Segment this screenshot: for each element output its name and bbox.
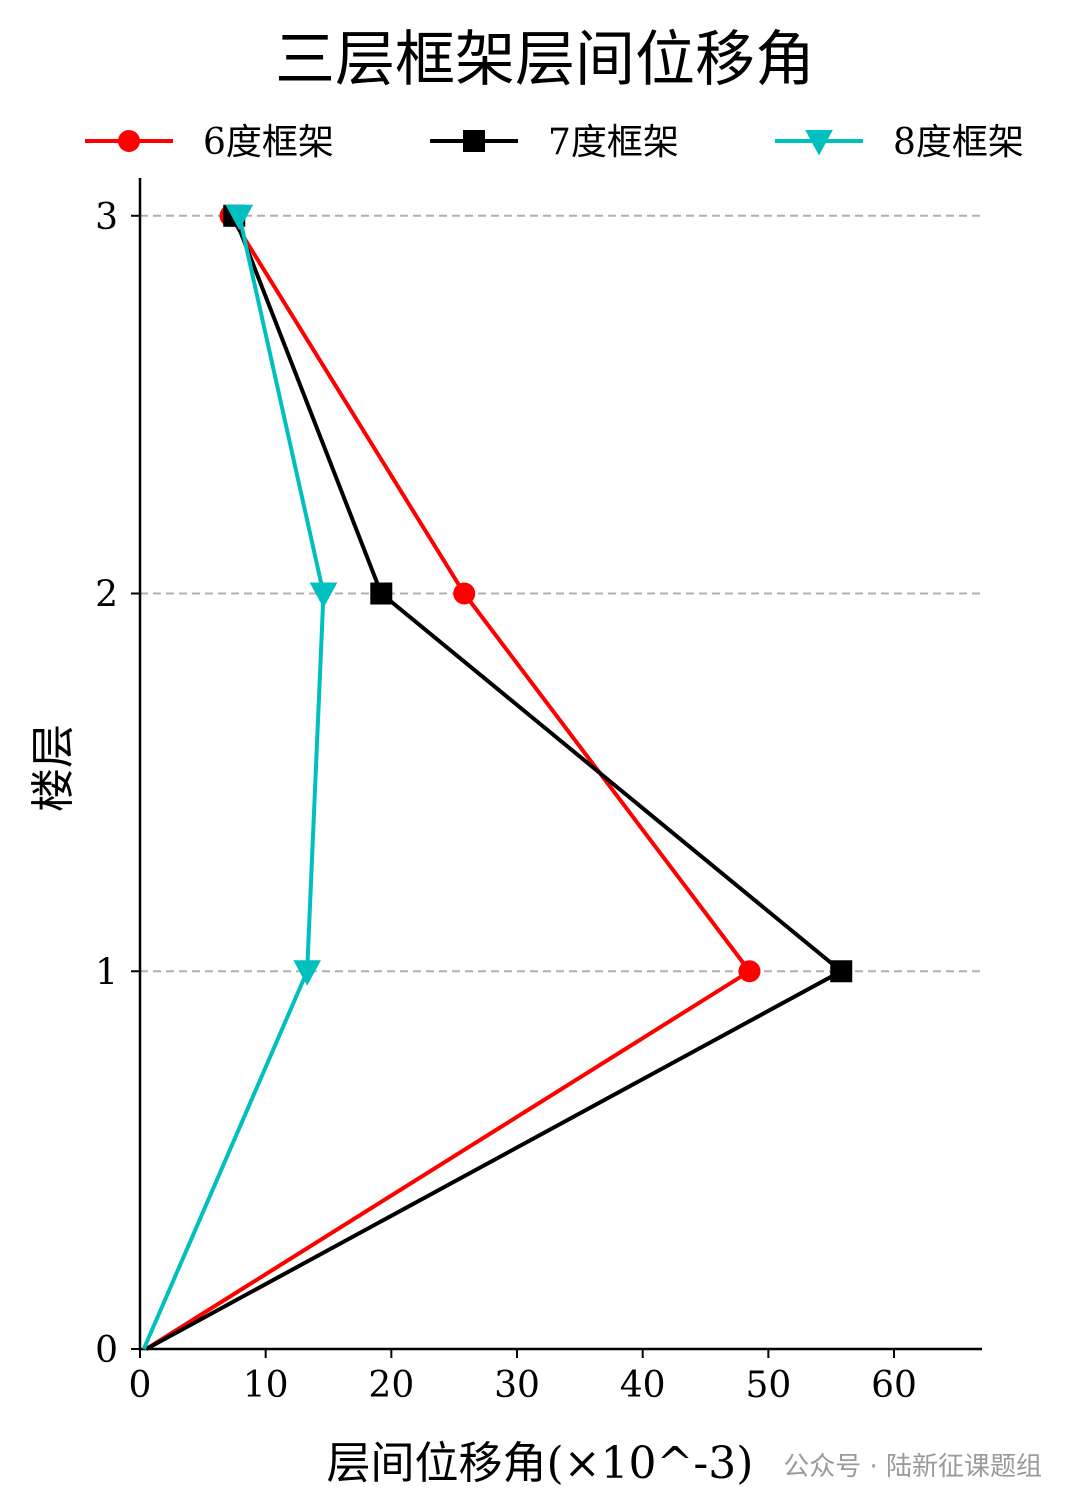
series-3-point-3	[225, 204, 254, 231]
y-tick-label-3: 3	[95, 197, 118, 238]
series-2	[145, 204, 853, 1351]
watermark-text: 公众号 · 陆新征课题组	[783, 1452, 1042, 1482]
series-3-point-2	[309, 582, 338, 609]
y-tick-label-2: 2	[95, 575, 118, 616]
chart-title: 三层框架层间位移角	[275, 25, 815, 95]
grid-lines	[140, 214, 982, 973]
series-1-point-1	[738, 960, 761, 983]
x-tick-label-60: 60	[871, 1365, 917, 1406]
series-2-point-1	[830, 960, 853, 983]
x-tick-label-10: 10	[243, 1365, 289, 1406]
legend-item-1: 6度框架	[85, 122, 334, 163]
x-tick-label-40: 40	[620, 1365, 666, 1406]
x-tick-label-20: 20	[368, 1365, 414, 1406]
series-2-point-2	[370, 582, 393, 605]
series-3-point-1	[293, 960, 321, 986]
series-3	[141, 204, 338, 1350]
legend-item-3: 8度框架	[775, 122, 1024, 163]
series-2-line	[145, 215, 845, 1351]
series-group	[141, 204, 853, 1351]
legend-label-3: 8度框架	[893, 122, 1024, 163]
x-tick-label-50: 50	[745, 1365, 791, 1406]
series-1	[145, 204, 761, 1351]
legend-label-2: 7度框架	[548, 122, 679, 163]
y-tick-label-0: 0	[95, 1330, 118, 1371]
x-tick-label-0: 0	[129, 1365, 152, 1406]
legend-marker-2	[463, 130, 485, 152]
x-axis-label: 层间位移角(×10^-3)	[327, 1438, 754, 1489]
series-1-line	[145, 214, 753, 1351]
axes: 0 10 20 30 40 50 60 0 1 2 3	[95, 178, 982, 1406]
series-3-line	[141, 215, 326, 1350]
legend-label-1: 6度框架	[203, 122, 334, 163]
y-axis-label: 楼层	[28, 724, 79, 812]
y-tick-label-1: 1	[95, 952, 118, 993]
legend-item-2: 7度框架	[430, 122, 679, 163]
legend: 6度框架 7度框架 8度框架	[85, 122, 1024, 163]
legend-marker-3	[805, 129, 833, 156]
series-1-point-2	[453, 582, 476, 605]
x-tick-label-30: 30	[494, 1365, 540, 1406]
legend-marker-1	[118, 130, 140, 152]
